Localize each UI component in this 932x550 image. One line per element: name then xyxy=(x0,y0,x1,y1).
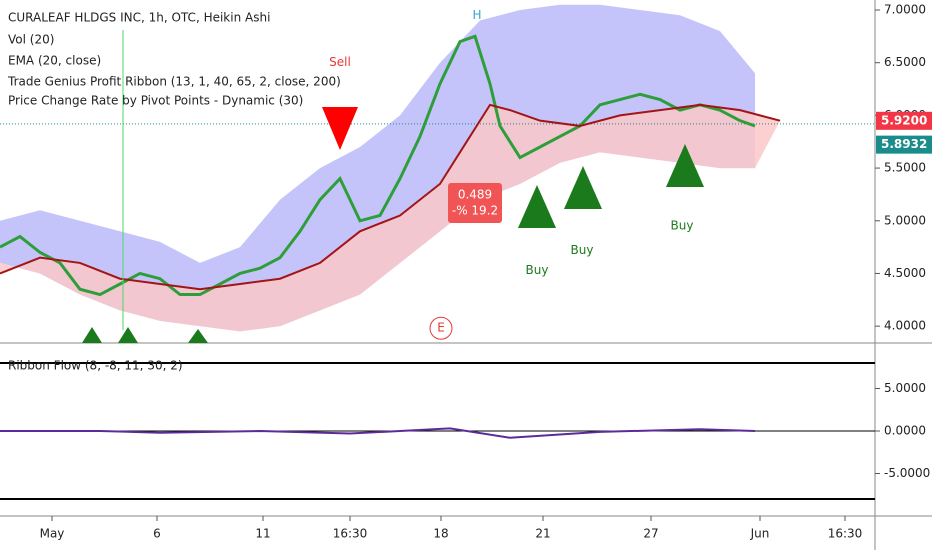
pivot-box xyxy=(448,183,502,223)
indicator-label: Price Change Rate by Pivot Points - Dyna… xyxy=(8,94,303,108)
y-tick-label: 5.0000 xyxy=(884,381,926,395)
series-line xyxy=(0,34,756,297)
y-tick-label: 7.0000 xyxy=(884,3,926,17)
sell-signal xyxy=(322,107,358,150)
x-tick-label: 21 xyxy=(535,527,550,541)
oscillator-title: Ribbon Flow (8, -8, 11, 30, 2) xyxy=(8,359,183,373)
y-tick-label: 4.0000 xyxy=(884,319,926,333)
event-marker xyxy=(429,316,453,340)
x-tick-label: 6 xyxy=(153,527,161,541)
annotation: Sell xyxy=(329,55,351,69)
y-tick-label: 4.5000 xyxy=(884,266,926,280)
y-tick-label: 0.0000 xyxy=(884,423,926,437)
indicator-label: EMA (20, close) xyxy=(8,54,101,68)
buy-signal xyxy=(564,166,602,209)
band-upper-area xyxy=(0,4,755,332)
x-tick-label: 16:30 xyxy=(828,527,863,541)
y-tick-label: 5.5000 xyxy=(884,161,926,175)
price-tag-label: 5.9200 xyxy=(881,113,927,127)
x-tick-label: May xyxy=(40,527,65,541)
band-lower-area xyxy=(0,104,780,332)
chart-title: CURALEAF HLDGS INC, 1h, OTC, Heikin Ashi xyxy=(8,11,270,25)
price-tag xyxy=(876,135,932,154)
pivot-label: -% 19.2 xyxy=(452,204,498,218)
buy-signal xyxy=(666,144,704,187)
x-tick-label: 27 xyxy=(643,527,658,541)
x-tick-label: 11 xyxy=(255,527,270,541)
price-pane: 4.00004.50005.00005.50006.00006.50007.00… xyxy=(0,3,932,333)
x-tick-label: 18 xyxy=(433,527,448,541)
y-tick-label: 6.5000 xyxy=(884,55,926,69)
annotation: H xyxy=(472,8,481,22)
buy-signal xyxy=(118,327,138,343)
x-tick-label: Jun xyxy=(750,527,770,541)
annotation: Buy xyxy=(671,219,694,233)
y-tick-label: 5.0000 xyxy=(884,213,926,227)
annotation: Buy xyxy=(526,263,549,277)
price-tag-label: 5.8932 xyxy=(881,137,927,151)
legend: CURALEAF HLDGS INC, 1h, OTC, Heikin Ashi… xyxy=(7,11,341,373)
x-tick-label: 16:30 xyxy=(333,527,368,541)
indicator-label: Trade Genius Profit Ribbon (13, 1, 40, 6… xyxy=(7,75,341,89)
pivot-label: 0.489 xyxy=(458,188,492,202)
y-tick-label: -5.0000 xyxy=(884,466,930,480)
buy-signal xyxy=(188,329,208,343)
series-line xyxy=(0,427,756,439)
annotation: Buy xyxy=(571,243,594,257)
buy-signal xyxy=(518,185,556,228)
indicator-label: Vol (20) xyxy=(8,33,54,47)
oscillator-pane: -5.0000 0.0000 5.0000 xyxy=(0,361,930,500)
series-line xyxy=(0,103,781,291)
price-tag xyxy=(876,111,932,130)
annotation: E xyxy=(437,321,445,335)
buy-signal xyxy=(82,327,102,343)
